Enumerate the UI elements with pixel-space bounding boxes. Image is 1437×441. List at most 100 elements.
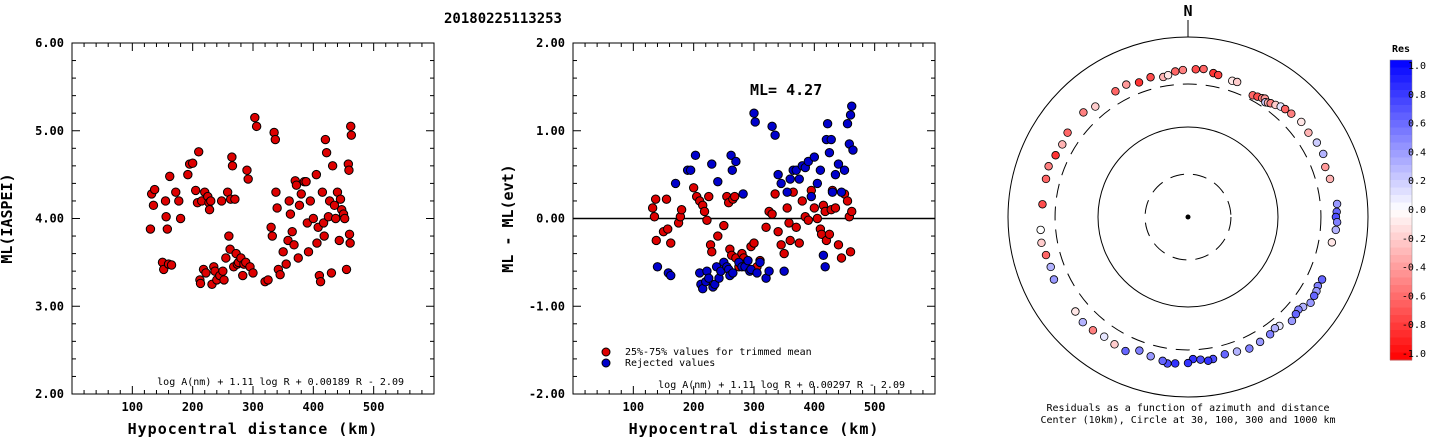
data-point bbox=[779, 266, 789, 276]
data-point bbox=[842, 119, 853, 129]
data-point bbox=[782, 187, 792, 197]
colorbar-segment bbox=[1390, 97, 1412, 106]
data-point bbox=[294, 200, 305, 211]
data-point bbox=[702, 215, 712, 225]
data-point bbox=[755, 257, 765, 268]
data-point bbox=[329, 200, 340, 211]
station-point bbox=[1078, 318, 1087, 327]
data-point bbox=[830, 203, 841, 213]
data-point bbox=[661, 194, 672, 204]
data-point bbox=[218, 266, 228, 276]
y-tick-label: 1.00 bbox=[536, 124, 565, 138]
data-point bbox=[845, 110, 856, 120]
station-point bbox=[1245, 344, 1254, 353]
colorbar-segment bbox=[1390, 90, 1412, 98]
data-point bbox=[227, 161, 238, 171]
data-point bbox=[303, 247, 314, 257]
legend-label: Rejected values bbox=[625, 358, 715, 369]
distance-circle bbox=[1144, 173, 1232, 261]
colorbar-segment bbox=[1390, 277, 1412, 286]
data-point bbox=[791, 222, 801, 232]
data-point bbox=[315, 276, 326, 287]
data-point bbox=[776, 240, 786, 250]
colorbar-tick-label: 0.8 bbox=[1408, 90, 1426, 101]
data-point bbox=[267, 231, 278, 241]
formula-text: log A(nm) + 1.11 log R + 0.00297 R - 2.0… bbox=[658, 380, 905, 391]
data-point bbox=[201, 268, 211, 278]
data-point bbox=[270, 134, 281, 145]
data-point bbox=[266, 222, 276, 232]
data-point bbox=[752, 268, 762, 278]
data-point bbox=[773, 169, 783, 180]
colorbar-frame bbox=[1389, 59, 1413, 361]
station-point bbox=[1071, 307, 1080, 316]
y-axis-label: ML - ML(evt) bbox=[499, 164, 517, 272]
panel-ml-vs-distance: 2.00 3.00 4.00 5.00 6.00 100 200 300 400 500 Hypoc… bbox=[0, 36, 435, 438]
station-point bbox=[1321, 162, 1330, 172]
y-tick-label: 2.00 bbox=[536, 36, 565, 50]
station-point bbox=[1100, 332, 1109, 341]
x-axis-label: Hypocentral distance (km) bbox=[128, 420, 379, 438]
data-point bbox=[649, 212, 660, 222]
y-axis-label: ML(IASPEI) bbox=[0, 173, 16, 263]
station-point bbox=[1199, 64, 1208, 74]
data-point bbox=[770, 130, 780, 140]
data-point bbox=[291, 180, 302, 190]
data-point bbox=[812, 178, 823, 189]
station-point bbox=[1122, 80, 1131, 89]
data-point bbox=[308, 213, 319, 224]
colorbar-segment bbox=[1390, 82, 1412, 91]
data-point bbox=[836, 187, 847, 197]
station-point bbox=[1049, 275, 1059, 284]
data-point bbox=[845, 247, 856, 257]
data-point bbox=[334, 235, 344, 246]
colorbar-segment bbox=[1390, 112, 1412, 121]
x-tick-label: 500 bbox=[864, 400, 886, 414]
colorbar-title: Res bbox=[1392, 44, 1410, 55]
caption-line-2: Center (10km), Circle at 30, 100, 300 an… bbox=[1040, 415, 1335, 426]
colorbar-segment bbox=[1390, 330, 1412, 338]
colorbar-tick-label: 0.2 bbox=[1408, 176, 1426, 187]
station-point bbox=[1325, 174, 1335, 184]
caption-line-1: Residuals as a function of azimuth and d… bbox=[1047, 403, 1330, 414]
station-point bbox=[1038, 200, 1047, 209]
data-point bbox=[652, 262, 663, 272]
y-tick-label: 0.00 bbox=[536, 212, 565, 226]
data-point bbox=[174, 196, 184, 206]
data-point bbox=[248, 268, 258, 278]
data-point bbox=[344, 229, 355, 239]
y-tick-label: 5.00 bbox=[35, 124, 64, 138]
data-point bbox=[728, 268, 738, 278]
colorbar-segment bbox=[1390, 270, 1412, 278]
data-point bbox=[770, 189, 780, 199]
y-tick-label: -2.00 bbox=[529, 387, 565, 401]
colorbar-segment bbox=[1390, 75, 1412, 83]
data-point bbox=[289, 240, 299, 250]
data-point bbox=[704, 273, 714, 283]
station-point bbox=[1304, 128, 1313, 137]
data-point bbox=[345, 238, 355, 248]
station-point bbox=[1111, 87, 1120, 96]
x-tick-label: 200 bbox=[182, 400, 204, 414]
data-point bbox=[285, 209, 296, 219]
station-point bbox=[1220, 350, 1229, 359]
data-point bbox=[794, 238, 804, 248]
station-point bbox=[1046, 262, 1055, 272]
data-point bbox=[321, 147, 332, 158]
data-point bbox=[305, 196, 316, 206]
data-point bbox=[263, 275, 273, 285]
data-point bbox=[767, 121, 777, 132]
station-point bbox=[1232, 77, 1242, 87]
station-point bbox=[1204, 356, 1213, 365]
data-point bbox=[776, 178, 786, 189]
epicenter-dot bbox=[1185, 214, 1191, 220]
colorbar-segment bbox=[1390, 135, 1412, 143]
station-point bbox=[1287, 109, 1296, 118]
data-point bbox=[707, 159, 717, 169]
station-point bbox=[1051, 151, 1060, 160]
data-point bbox=[183, 169, 193, 180]
data-point bbox=[204, 205, 215, 215]
data-point bbox=[827, 187, 838, 197]
colorbar-segment bbox=[1390, 232, 1412, 241]
data-point bbox=[145, 224, 156, 234]
